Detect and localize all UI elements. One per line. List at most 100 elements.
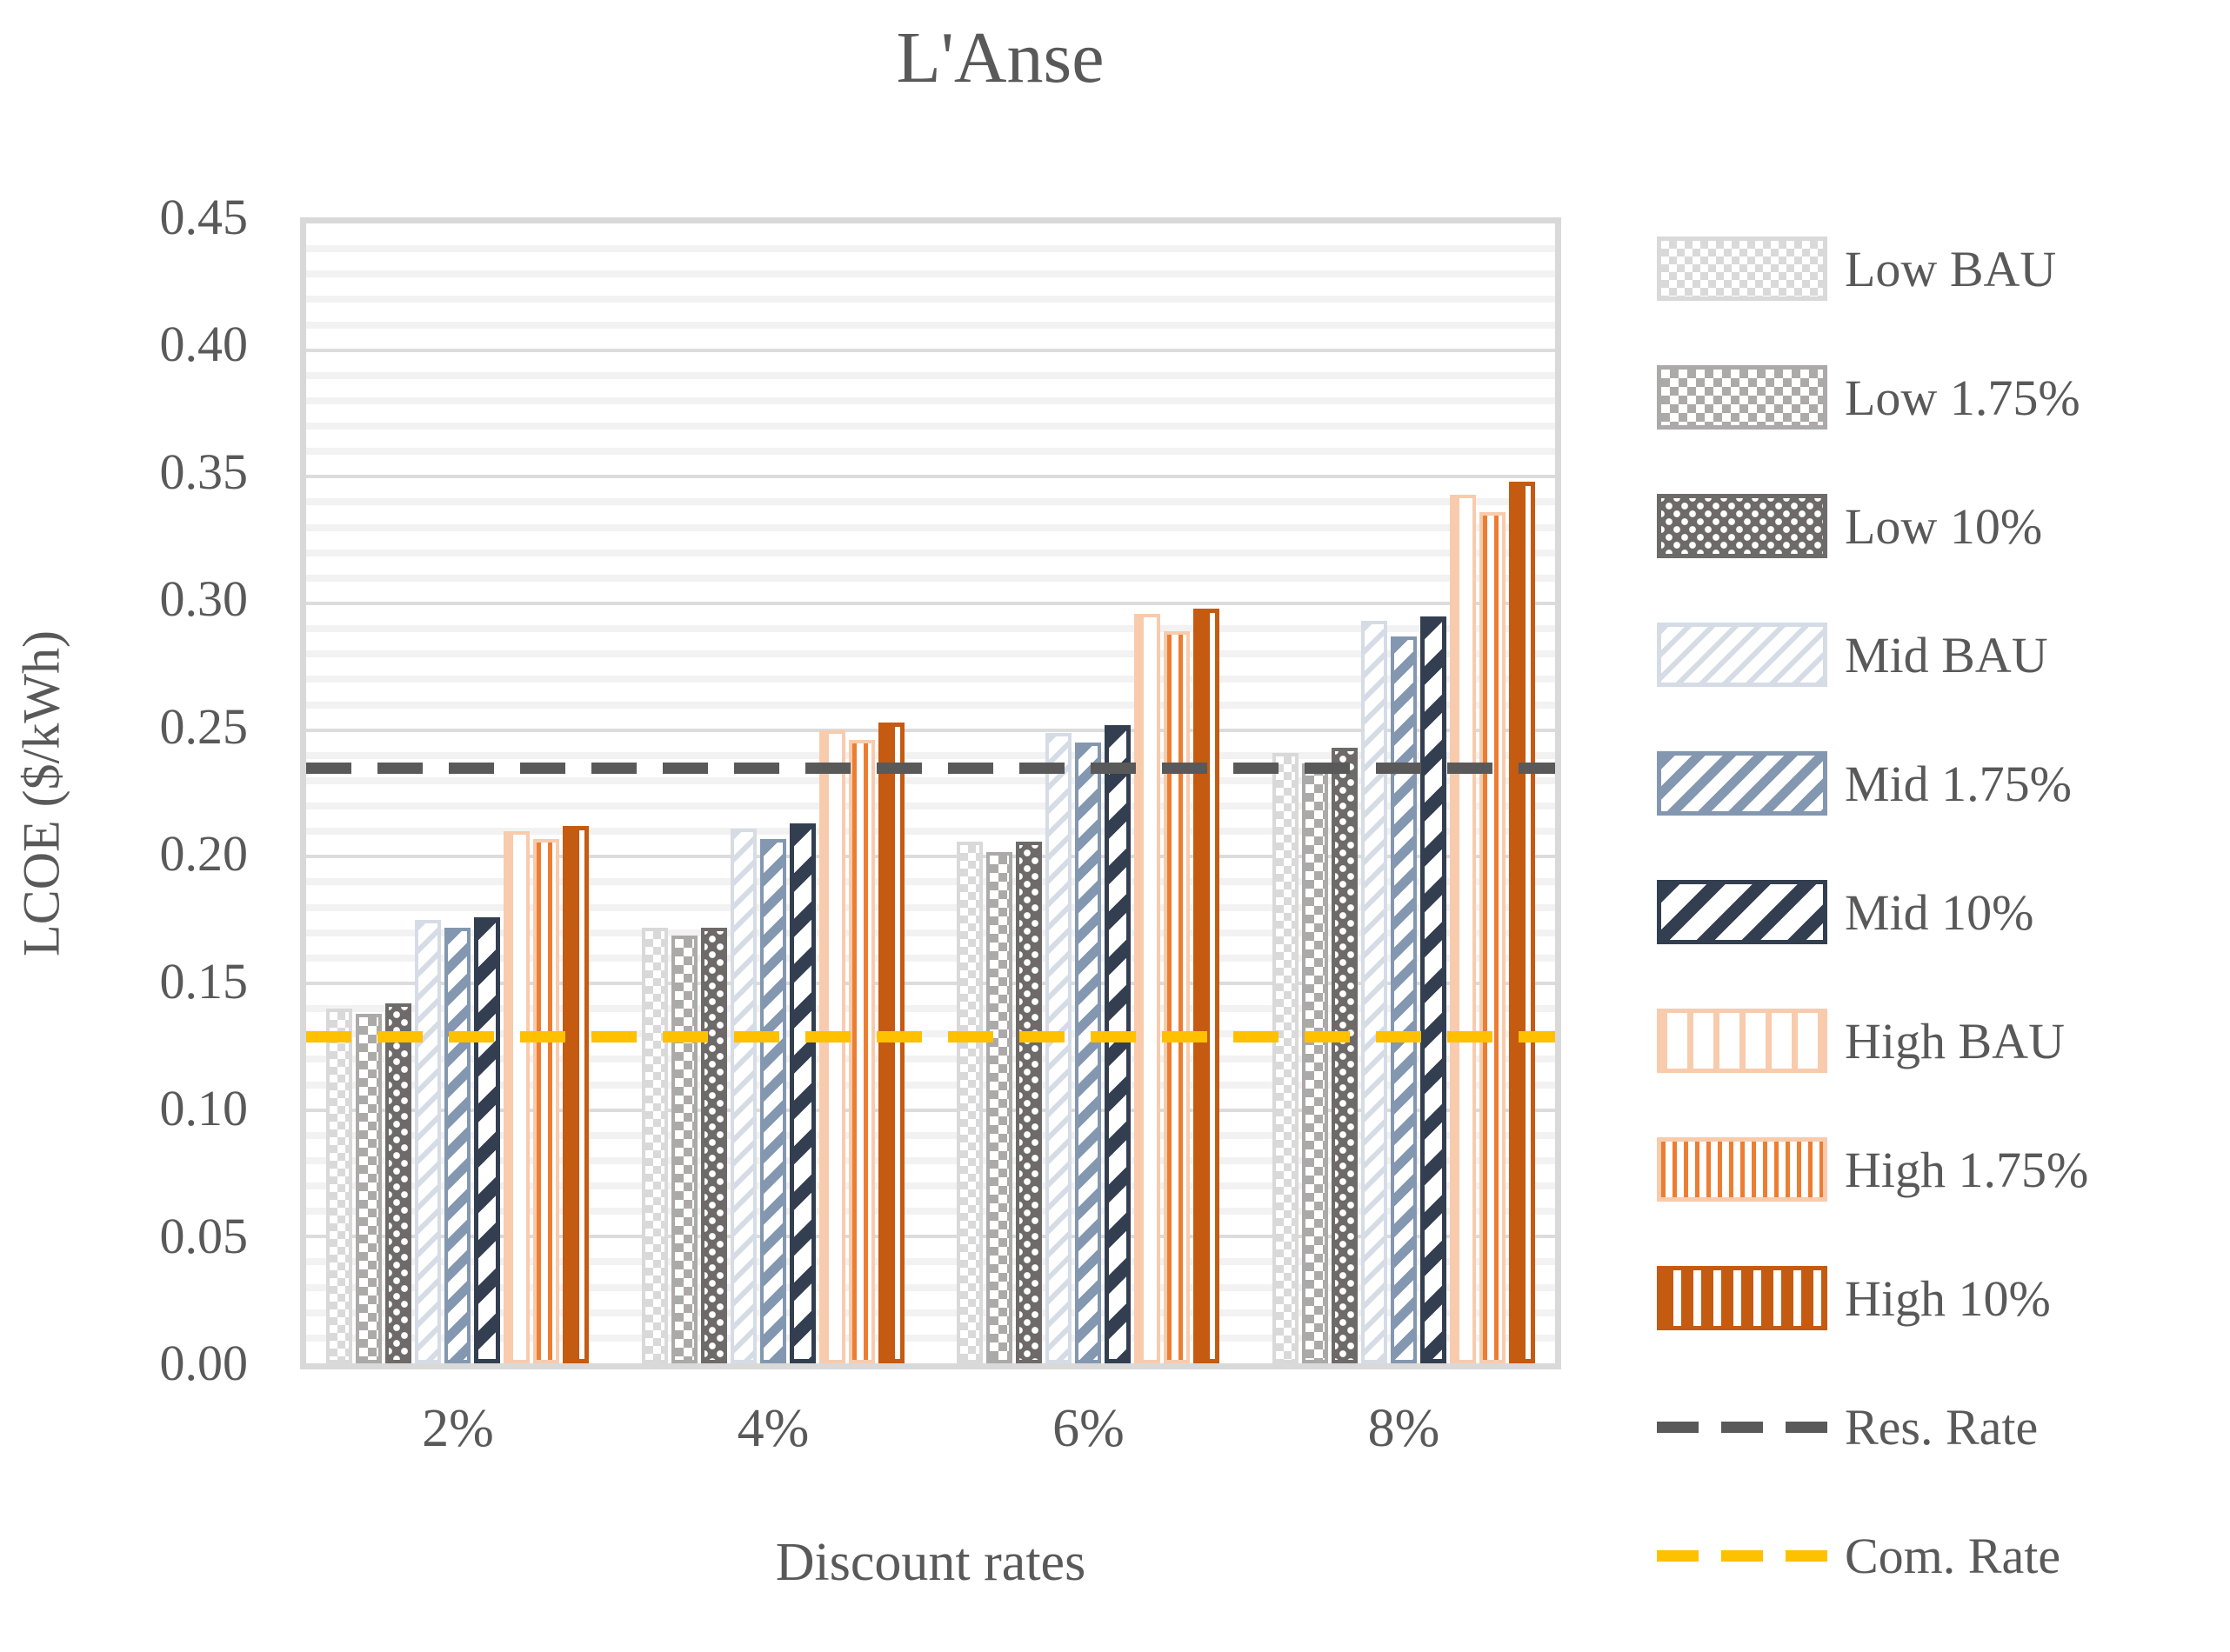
- gridline-minor: [306, 1182, 1555, 1190]
- y-tick-label-0.10: 0.10: [159, 1080, 249, 1137]
- gridline-minor: [306, 878, 1555, 886]
- legend-label: Mid BAU: [1845, 626, 2048, 683]
- y-tick-label-0.05: 0.05: [159, 1207, 249, 1264]
- gridline-minor: [306, 1131, 1555, 1139]
- legend-item-low-10-: Low 10%: [1657, 494, 2227, 558]
- gridline-minor: [306, 1005, 1555, 1013]
- legend-label: Low 10%: [1845, 497, 2043, 555]
- bar-mid-1-75--6%: [1075, 743, 1102, 1363]
- gridline-minor: [306, 903, 1555, 911]
- gridline-minor: [306, 803, 1555, 810]
- bar-low-1-75--2%: [356, 1013, 383, 1363]
- gridline-minor: [306, 676, 1555, 683]
- legend-label: High 1.75%: [1845, 1141, 2089, 1198]
- gridline-minor: [306, 1283, 1555, 1291]
- legend-swatch-mid-bau: [1657, 623, 1827, 687]
- bar-mid-bau-2%: [415, 920, 442, 1363]
- bar-high-10--8%: [1508, 482, 1535, 1363]
- legend-item-low-bau: Low BAU: [1657, 236, 2227, 301]
- gridline-minor: [306, 270, 1555, 278]
- bar-low-10--8%: [1331, 748, 1358, 1363]
- bar-low-10--2%: [385, 1003, 412, 1363]
- bar-high-bau-2%: [504, 831, 531, 1363]
- x-tick-label-6%: 6%: [1052, 1399, 1125, 1458]
- bar-low-bau-2%: [326, 1009, 353, 1363]
- gridline-major: [306, 1108, 1555, 1112]
- gridline-major: [306, 602, 1555, 606]
- legend-label: Res. Rate: [1845, 1398, 2039, 1455]
- gridline-minor: [306, 371, 1555, 379]
- bar-high-10--2%: [563, 826, 590, 1363]
- gridline-minor: [306, 574, 1555, 582]
- legend-item-mid-1-75-: Mid 1.75%: [1657, 751, 2227, 816]
- legend-swatch-com-rate: [1657, 1549, 1827, 1562]
- bar-group-8%: [1246, 223, 1562, 1363]
- bar-mid-bau-6%: [1045, 732, 1072, 1363]
- legend-item-high-bau: High BAU: [1657, 1009, 2227, 1073]
- legend: Low BAU Low 1.75% Low 10% Mid BAU Mid 1.75% M…: [1657, 236, 2227, 1652]
- legend-item-high-10-: High 10%: [1657, 1266, 2227, 1330]
- legend-swatch-low-10-: [1657, 494, 1827, 558]
- legend-swatch-high-1-75-: [1657, 1137, 1827, 1202]
- gridline-minor: [306, 1334, 1555, 1342]
- chart-title: L'Anse: [896, 17, 1105, 98]
- legend-label: Com. Rate: [1845, 1527, 2061, 1584]
- bar-low-10--6%: [1016, 841, 1043, 1363]
- bar-high-bau-6%: [1134, 613, 1161, 1363]
- bar-mid-1-75--4%: [759, 838, 786, 1363]
- y-tick-label-0.20: 0.20: [159, 825, 249, 883]
- gridline-minor: [306, 498, 1555, 506]
- bar-high-bau-8%: [1449, 494, 1476, 1363]
- bar-high-1-75--4%: [848, 740, 875, 1363]
- legend-item-high-1-75-: High 1.75%: [1657, 1137, 2227, 1202]
- legend-swatch-res-rate: [1657, 1421, 1827, 1433]
- bar-mid-10--2%: [474, 917, 501, 1363]
- legend-item-com-rate: Com. Rate: [1657, 1523, 2227, 1588]
- bar-low-1-75--8%: [1301, 763, 1328, 1363]
- gridline-minor: [306, 650, 1555, 658]
- legend-swatch-low-1-75-: [1657, 365, 1827, 430]
- gridline-minor: [306, 929, 1555, 936]
- bar-mid-10--8%: [1419, 616, 1446, 1363]
- bar-low-10--4%: [700, 927, 727, 1363]
- res-rate-line: [306, 763, 1555, 775]
- legend-swatch-high-bau: [1657, 1009, 1827, 1073]
- y-tick-label-0.30: 0.30: [159, 570, 249, 628]
- gridline-minor: [306, 776, 1555, 784]
- bar-low-bau-6%: [957, 841, 984, 1363]
- legend-label: Low BAU: [1845, 240, 2057, 297]
- gridline-minor: [306, 423, 1555, 430]
- bar-high-1-75--6%: [1164, 631, 1191, 1363]
- legend-label: High 10%: [1845, 1269, 2051, 1327]
- gridline-minor: [306, 1309, 1555, 1316]
- gridline-minor: [306, 523, 1555, 531]
- gridline-major: [306, 475, 1555, 479]
- gridline-minor: [306, 828, 1555, 836]
- bar-high-10--6%: [1193, 608, 1220, 1363]
- y-tick-label-0.35: 0.35: [159, 443, 249, 500]
- bar-mid-1-75--8%: [1390, 636, 1417, 1363]
- gridline-minor: [306, 1258, 1555, 1266]
- bar-group-2%: [300, 223, 616, 1363]
- bar-high-1-75--2%: [533, 838, 560, 1363]
- legend-label: Low 1.75%: [1845, 369, 2080, 426]
- bar-high-1-75--8%: [1479, 512, 1506, 1363]
- y-tick-label-0.40: 0.40: [159, 316, 249, 373]
- bar-mid-bau-8%: [1360, 621, 1387, 1363]
- legend-swatch-mid-10-: [1657, 880, 1827, 944]
- gridline-minor: [306, 1156, 1555, 1164]
- legend-swatch-mid-1-75-: [1657, 751, 1827, 816]
- y-tick-label-0.15: 0.15: [159, 952, 249, 1009]
- com-rate-line: [306, 1031, 1555, 1043]
- bar-group-6%: [931, 223, 1246, 1363]
- y-tick-label-0.45: 0.45: [159, 189, 249, 245]
- y-tick-label-0.25: 0.25: [159, 697, 249, 755]
- gridline-major: [306, 1235, 1555, 1239]
- gridline-minor: [306, 245, 1555, 253]
- gridline-minor: [306, 396, 1555, 404]
- plot-area: [300, 217, 1561, 1369]
- x-tick-label-8%: 8%: [1367, 1399, 1440, 1458]
- gridline-minor: [306, 296, 1555, 303]
- legend-swatch-low-bau: [1657, 236, 1827, 301]
- gridline-minor: [306, 954, 1555, 962]
